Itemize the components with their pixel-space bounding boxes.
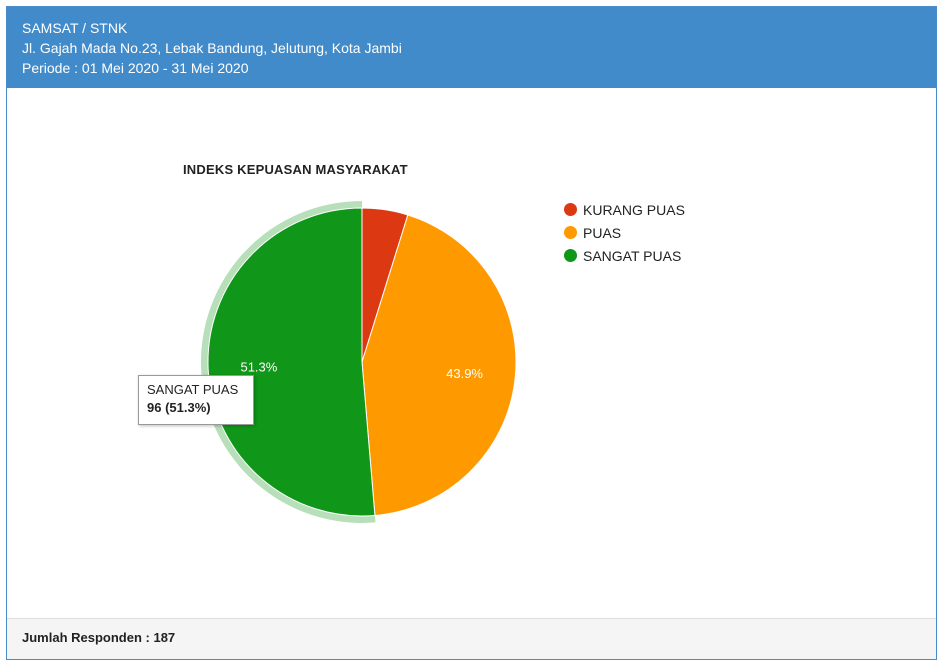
legend-dot-puas bbox=[564, 226, 577, 239]
respondent-count: Jumlah Responden : 187 bbox=[22, 630, 176, 645]
chart-title: INDEKS KEPUASAN MASYARAKAT bbox=[183, 162, 408, 177]
survey-panel: SAMSAT / STNK Jl. Gajah Mada No.23, Leba… bbox=[6, 6, 937, 660]
tooltip-name: SANGAT PUAS bbox=[147, 382, 239, 397]
pie-slice-sangat-puas[interactable] bbox=[207, 207, 376, 517]
period: Periode : 01 Mei 2020 - 31 Mei 2020 bbox=[22, 60, 249, 76]
pie-chart: 43.9% 51.3% bbox=[201, 201, 517, 523]
legend-item-sangat-puas[interactable]: SANGAT PUAS bbox=[564, 244, 685, 267]
tooltip-value: 96 (51.3%) bbox=[147, 400, 211, 415]
legend-dot-sangat-puas bbox=[564, 249, 577, 262]
legend-item-kurang-puas[interactable]: KURANG PUAS bbox=[564, 198, 685, 221]
legend-label: KURANG PUAS bbox=[583, 201, 685, 218]
pie-label-puas: 43.9% bbox=[446, 366, 483, 381]
pie-tooltip: SANGAT PUAS 96 (51.3%) bbox=[138, 375, 254, 425]
office-name: SAMSAT / STNK bbox=[22, 20, 128, 36]
legend-dot-kurang-puas bbox=[564, 203, 577, 216]
panel-footer: Jumlah Responden : 187 bbox=[7, 618, 936, 659]
legend: KURANG PUAS PUAS SANGAT PUAS bbox=[564, 198, 685, 267]
legend-label: PUAS bbox=[583, 224, 622, 241]
panel-header: SAMSAT / STNK Jl. Gajah Mada No.23, Leba… bbox=[7, 7, 936, 88]
chart-area: INDEKS KEPUASAN MASYARAKAT 43.9% 51.3% KU… bbox=[7, 88, 936, 619]
pie-slice-puas[interactable] bbox=[361, 214, 517, 516]
legend-label: SANGAT PUAS bbox=[583, 247, 682, 264]
pie-label-sangat-puas: 51.3% bbox=[240, 359, 277, 374]
legend-item-puas[interactable]: PUAS bbox=[564, 221, 685, 244]
office-address: Jl. Gajah Mada No.23, Lebak Bandung, Jel… bbox=[22, 40, 402, 56]
